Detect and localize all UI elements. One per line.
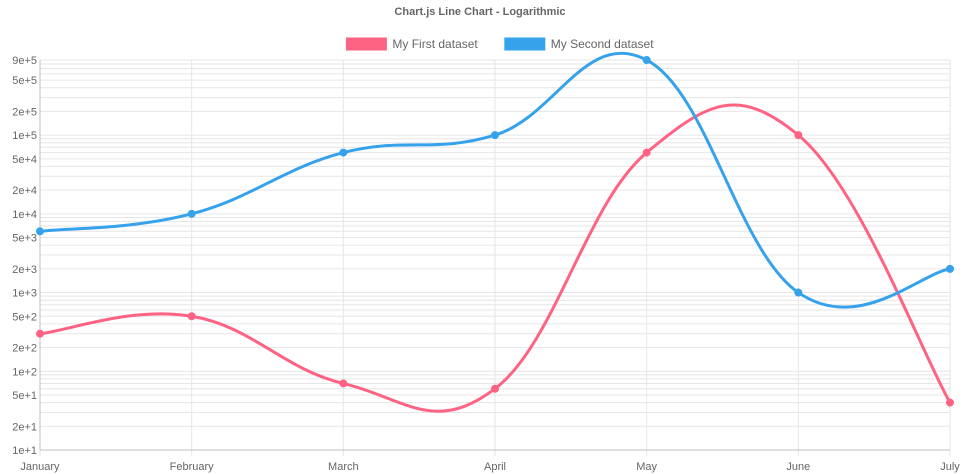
- legend-swatch: [504, 37, 546, 51]
- data-points: [36, 56, 954, 407]
- data-point-1-february[interactable]: [187, 312, 196, 321]
- y-tick-label: 5e+4: [12, 154, 37, 166]
- data-point-2-march[interactable]: [339, 148, 348, 157]
- legend-swatch: [345, 37, 387, 51]
- data-point-1-march[interactable]: [339, 379, 348, 388]
- y-tick-label: 5e+1: [12, 390, 37, 402]
- y-tick-label: 1e+5: [12, 130, 37, 142]
- y-tick-label: 5e+5: [12, 75, 37, 87]
- data-point-2-february[interactable]: [187, 209, 196, 218]
- chart-title: Chart.js Line Chart - Logarithmic: [394, 6, 565, 18]
- series-line-1: [38, 103, 952, 413]
- y-tick-label: 1e+4: [12, 209, 37, 221]
- grid-lines: [39, 59, 951, 456]
- y-tick-label: 2e+1: [12, 421, 37, 433]
- x-tick-label: March: [328, 461, 359, 473]
- y-tick-label: 1e+3: [12, 288, 37, 300]
- x-tick-label: July: [940, 461, 960, 473]
- x-tick-label: June: [786, 461, 810, 473]
- data-point-2-may[interactable]: [642, 56, 651, 64]
- y-tick-label: 1e+1: [12, 445, 37, 457]
- legend: My First dataset My Second dataset: [345, 37, 654, 51]
- data-point-2-april[interactable]: [491, 131, 499, 140]
- x-tick-label: February: [170, 461, 215, 473]
- y-tick-label: 9e+5: [12, 55, 37, 67]
- legend-label: My Second dataset: [551, 37, 654, 51]
- data-point-1-june[interactable]: [794, 131, 803, 140]
- axes: 1e+1 2e+1 5e+1 1e+2 2e+2 5e+2 1e+3 2e+3 5e+3 1e+4…: [12, 55, 960, 473]
- legend-item-1[interactable]: My First dataset: [345, 37, 478, 51]
- data-point-2-july[interactable]: [946, 264, 954, 273]
- y-tick-label: 5e+2: [12, 311, 37, 323]
- data-point-1-may[interactable]: [642, 148, 651, 157]
- x-tick-label: April: [484, 461, 506, 473]
- y-tick-label: 2e+3: [12, 264, 37, 276]
- y-tick-label: 2e+4: [12, 185, 37, 197]
- data-point-1-april[interactable]: [491, 384, 499, 393]
- y-tick-label: 2e+2: [12, 343, 37, 355]
- y-tick-label: 2e+5: [12, 106, 37, 118]
- data-point-1-january[interactable]: [36, 329, 44, 338]
- y-tick-label: 5e+3: [12, 233, 37, 245]
- data-point-2-june[interactable]: [794, 288, 803, 297]
- x-tick-label: May: [636, 461, 657, 473]
- legend-item-2[interactable]: My Second dataset: [504, 37, 654, 51]
- y-tick-label: 1e+2: [12, 366, 37, 378]
- data-point-1-july[interactable]: [946, 398, 954, 407]
- legend-label: My First dataset: [392, 37, 478, 51]
- data-point-2-january[interactable]: [36, 227, 44, 236]
- x-tick-label: January: [20, 461, 60, 473]
